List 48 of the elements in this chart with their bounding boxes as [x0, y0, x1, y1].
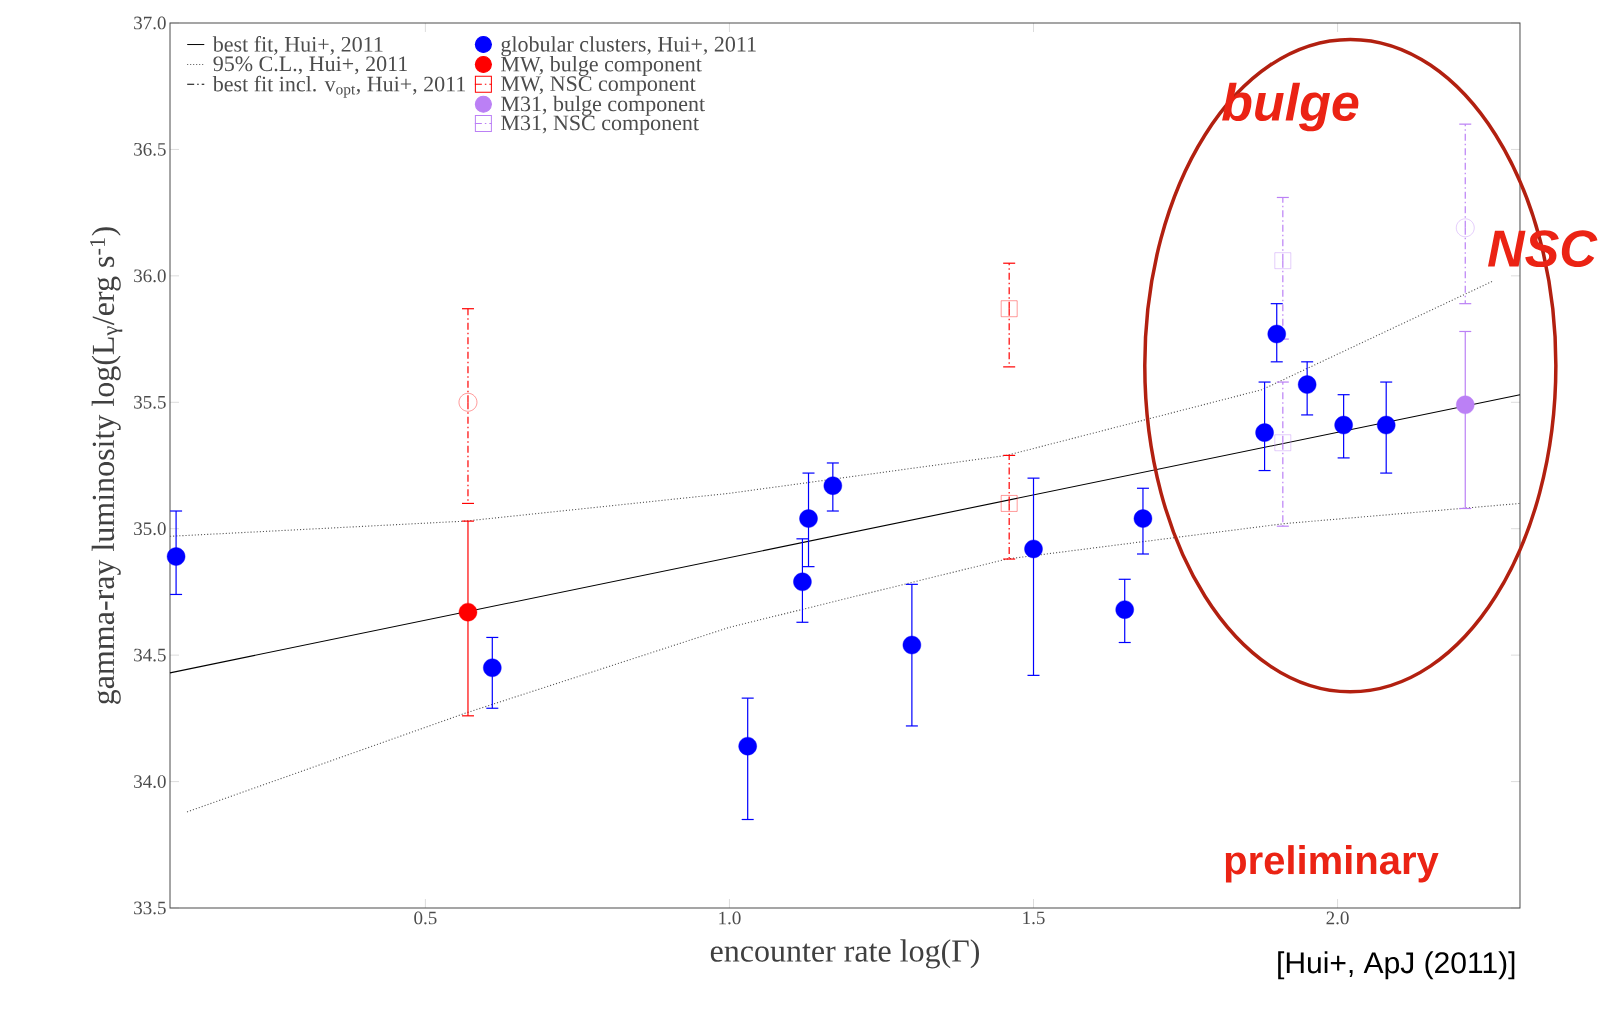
legend-label: M31, NSC component [501, 115, 699, 135]
point [1456, 395, 1475, 415]
point [166, 547, 186, 566]
legend-label: best fit incl. v$_{opt}$, Hui+, 2011 [212, 75, 466, 98]
point [1297, 375, 1317, 394]
annotation: bulge [1222, 82, 1359, 132]
point [1377, 415, 1396, 435]
point [458, 393, 478, 412]
y-tick-label: 34.0 [134, 775, 166, 789]
point [458, 602, 478, 622]
point [1267, 324, 1286, 344]
x-axis-title: encounter rate log(Γ) [710, 939, 979, 969]
point [738, 736, 757, 756]
x-tick-label: 2.0 [1326, 911, 1349, 925]
y-tick-label: 35.5 [134, 395, 166, 409]
y-axis-title: gamma-ray luminosity log(L$_{γ}$/erg s$^{-1}$) [90, 227, 123, 704]
annotation: preliminary [1225, 845, 1439, 883]
x-tick-label: 1.5 [1023, 911, 1045, 925]
legend-label: best fit, Hui+, 2011 [212, 36, 383, 55]
point [799, 509, 818, 528]
y-tick-label: 33.5 [134, 901, 166, 915]
point [823, 476, 843, 495]
y-tick-label: 36.0 [134, 269, 166, 283]
y-tick-label: 37.0 [134, 16, 166, 30]
point [1024, 539, 1043, 559]
legend-label: 95% C.L., Hui+, 2011 [213, 56, 407, 75]
y-tick-label: 36.5 [134, 143, 166, 156]
legend-label: MW, bulge component [501, 56, 702, 77]
legend-label: MW, NSC component [501, 76, 696, 96]
text: [Hui+, ApJ (2011)] [1278, 951, 1515, 980]
x-tick-label: 0.5 [414, 911, 437, 925]
point [483, 658, 502, 677]
point [1133, 509, 1153, 528]
point [1274, 252, 1292, 269]
point [1334, 415, 1353, 435]
point [1115, 600, 1134, 619]
y-tick-label: 34.5 [134, 648, 166, 662]
point [1456, 218, 1475, 238]
point [1000, 300, 1018, 317]
x-tick-label: 1.0 [719, 911, 741, 925]
point [1000, 495, 1018, 512]
point [1274, 434, 1292, 451]
point [1255, 423, 1274, 442]
legend-label: globular clusters, Hui+, 2011 [501, 36, 756, 57]
y-tick-label: 35.0 [134, 522, 166, 536]
legend-label: M31, bulge component [501, 95, 705, 116]
point [902, 635, 922, 655]
point [793, 572, 812, 592]
